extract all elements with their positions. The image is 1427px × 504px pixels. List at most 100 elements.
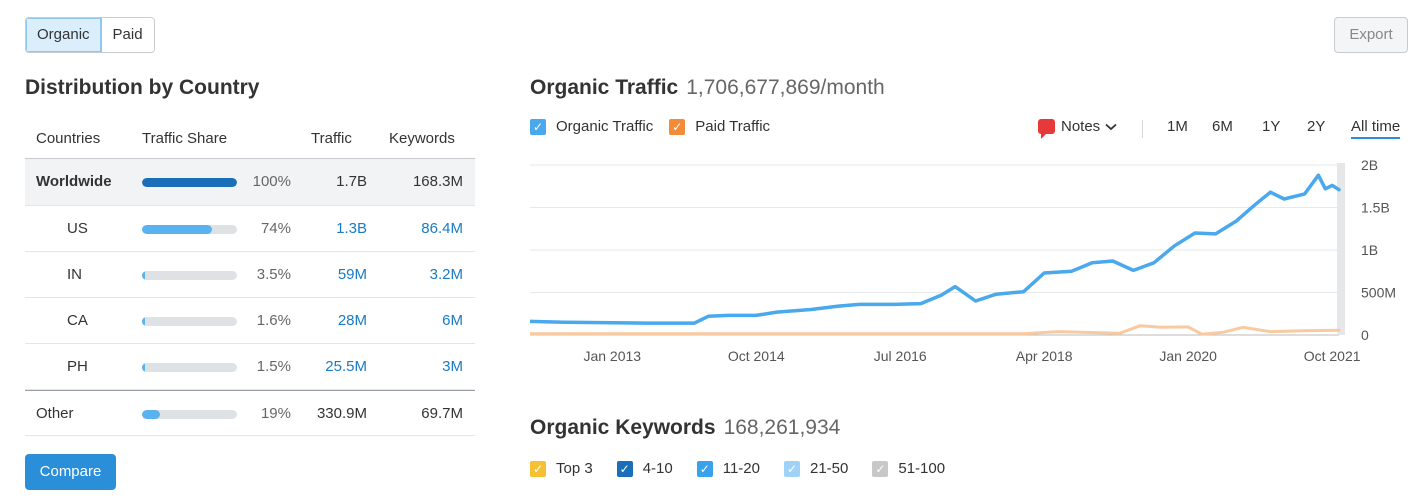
- organic-traffic-label: Organic Traffic: [530, 76, 679, 99]
- checkbox-checked-icon[interactable]: ✓: [530, 118, 546, 135]
- legend-organic-traffic[interactable]: ✓ Organic Traffic: [530, 118, 653, 135]
- keywords-value: 69.7M: [421, 405, 463, 422]
- notes-dropdown[interactable]: Notes: [1038, 118, 1117, 139]
- organic-keywords-value: 168,261,934: [723, 416, 841, 439]
- header-keywords[interactable]: Keywords: [389, 130, 455, 147]
- legend-paid-traffic[interactable]: ✓ Paid Traffic: [669, 118, 770, 135]
- keywords-link[interactable]: 6M: [442, 312, 463, 329]
- distribution-title: Distribution by Country: [25, 76, 260, 99]
- header-countries: Countries: [36, 130, 101, 147]
- legend-top3[interactable]: ✓ Top 3: [530, 460, 593, 477]
- traffic-value: 330.9M: [316, 405, 367, 422]
- paid-traffic-line: [530, 324, 1341, 336]
- export-button[interactable]: Export: [1334, 17, 1408, 53]
- y-tick-label: 500M: [1361, 285, 1396, 301]
- traffic-share-bar: [142, 317, 237, 326]
- x-tick-label: Oct 2014: [728, 348, 785, 364]
- traffic-value: 1.7B: [336, 173, 367, 190]
- checkbox-checked-icon[interactable]: ✓: [530, 460, 546, 477]
- x-tick-label: Oct 2021: [1304, 348, 1361, 364]
- traffic-legend: ✓ Organic Traffic ✓ Paid Traffic: [530, 118, 786, 135]
- keywords-link[interactable]: 3M: [442, 358, 463, 375]
- ph-flag-icon: [36, 361, 55, 374]
- organic-tab[interactable]: Organic: [26, 18, 102, 52]
- header-traffic[interactable]: Traffic: [311, 130, 352, 147]
- traffic-share-bar: [142, 225, 237, 234]
- checkbox-checked-icon[interactable]: ✓: [784, 460, 800, 477]
- period-1y[interactable]: 1Y: [1262, 118, 1281, 135]
- x-tick-label: Apr 2018: [1016, 348, 1073, 364]
- table-header: Countries Traffic Share Traffic Keywords: [25, 117, 475, 159]
- table-row-in[interactable]: IN 3.5% 59M 3.2M: [25, 252, 475, 298]
- paid-tab[interactable]: Paid: [101, 18, 154, 52]
- checkbox-checked-icon[interactable]: ✓: [616, 460, 633, 477]
- traffic-share-bar: [142, 410, 237, 419]
- us-flag-icon: [36, 223, 55, 236]
- notes-label: Notes: [1061, 118, 1101, 135]
- compare-button[interactable]: Compare: [25, 454, 116, 490]
- legend-label: 51-100: [898, 460, 946, 477]
- organic-traffic-value: 1,706,677,869/month: [686, 76, 885, 99]
- legend-label: 4-10: [642, 460, 673, 477]
- organic-paid-toggle: Organic Paid: [25, 17, 155, 53]
- organic-traffic-title: Organic Traffic 1,706,677,869/month: [530, 76, 885, 100]
- legend-21-50[interactable]: ✓ 21-50: [784, 460, 848, 477]
- legend-51-100[interactable]: ✓ 51-100: [872, 460, 945, 477]
- traffic-share-bar: [142, 271, 237, 280]
- legend-label: Paid Traffic: [695, 118, 771, 135]
- checkbox-checked-icon[interactable]: ✓: [669, 118, 686, 135]
- keywords-value: 168.3M: [412, 173, 463, 190]
- country-name: Worldwide: [36, 173, 112, 190]
- organic-keywords-title: Organic Keywords 168,261,934: [530, 416, 840, 440]
- keywords-link[interactable]: 86.4M: [421, 220, 463, 237]
- country-table: Countries Traffic Share Traffic Keywords…: [25, 117, 475, 436]
- ca-flag-icon: [36, 315, 55, 328]
- traffic-share-pct: 74%: [260, 220, 291, 237]
- traffic-link[interactable]: 25.5M: [325, 358, 367, 375]
- table-row-ph[interactable]: PH 1.5% 25.5M 3M: [25, 344, 475, 390]
- country-name: CA: [67, 312, 88, 329]
- traffic-share-pct: 19%: [260, 405, 291, 422]
- period-2y[interactable]: 2Y: [1307, 118, 1326, 135]
- note-flag-icon: [1038, 119, 1055, 139]
- organic-keywords-label: Organic Keywords: [530, 416, 716, 439]
- organic-traffic-line: [530, 173, 1341, 325]
- legend-label: Organic Traffic: [556, 118, 654, 135]
- y-tick-label: 1B: [1361, 242, 1378, 258]
- in-flag-icon: [36, 269, 55, 282]
- traffic-share-bar: [142, 363, 237, 372]
- traffic-share-pct: 1.6%: [256, 312, 291, 329]
- traffic-link[interactable]: 59M: [337, 266, 367, 283]
- organic-traffic-chart: 2B 1.5B 1B 500M 0 Jan 2013 Oct 2014 Jul 2016 Apr…: [530, 157, 1396, 364]
- header-traffic-share: Traffic Share: [142, 130, 228, 147]
- checkbox-checked-icon[interactable]: ✓: [696, 460, 713, 477]
- x-tick-label: Jan 2020: [1159, 348, 1217, 364]
- keywords-link[interactable]: 3.2M: [429, 266, 463, 283]
- legend-4-10[interactable]: ✓ 4-10: [616, 460, 673, 477]
- y-tick-label: 1.5B: [1361, 200, 1390, 216]
- period-1m[interactable]: 1M: [1167, 118, 1188, 135]
- divider: [1142, 120, 1143, 138]
- latest-period-highlight: [1337, 163, 1345, 335]
- period-6m[interactable]: 6M: [1212, 118, 1233, 135]
- legend-label: 21-50: [810, 460, 849, 477]
- y-tick-label: 0: [1361, 327, 1369, 343]
- table-row-worldwide[interactable]: Worldwide 100% 1.7B 168.3M: [25, 159, 475, 206]
- chevron-down-icon: [1105, 123, 1117, 130]
- checkbox-checked-icon[interactable]: ✓: [872, 460, 889, 477]
- traffic-share-bar: [142, 178, 237, 187]
- legend-11-20[interactable]: ✓ 11-20: [696, 460, 760, 477]
- table-row-us[interactable]: US 74% 1.3B 86.4M: [25, 206, 475, 252]
- traffic-share-pct: 3.5%: [256, 266, 291, 283]
- table-row-ca[interactable]: CA 1.6% 28M 6M: [25, 298, 475, 344]
- keywords-legend: ✓ Top 3 ✓ 4-10 ✓ 11-20 ✓ 21-50 ✓ 51-100: [530, 460, 961, 477]
- period-all-time[interactable]: All time: [1351, 118, 1401, 139]
- y-tick-label: 2B: [1361, 157, 1378, 173]
- legend-label: Top 3: [556, 460, 593, 477]
- traffic-link[interactable]: 1.3B: [336, 220, 367, 237]
- country-name: PH: [67, 358, 88, 375]
- x-tick-label: Jul 2016: [874, 348, 927, 364]
- traffic-link[interactable]: 28M: [337, 312, 367, 329]
- country-name: US: [67, 220, 88, 237]
- traffic-share-pct: 100%: [252, 173, 291, 190]
